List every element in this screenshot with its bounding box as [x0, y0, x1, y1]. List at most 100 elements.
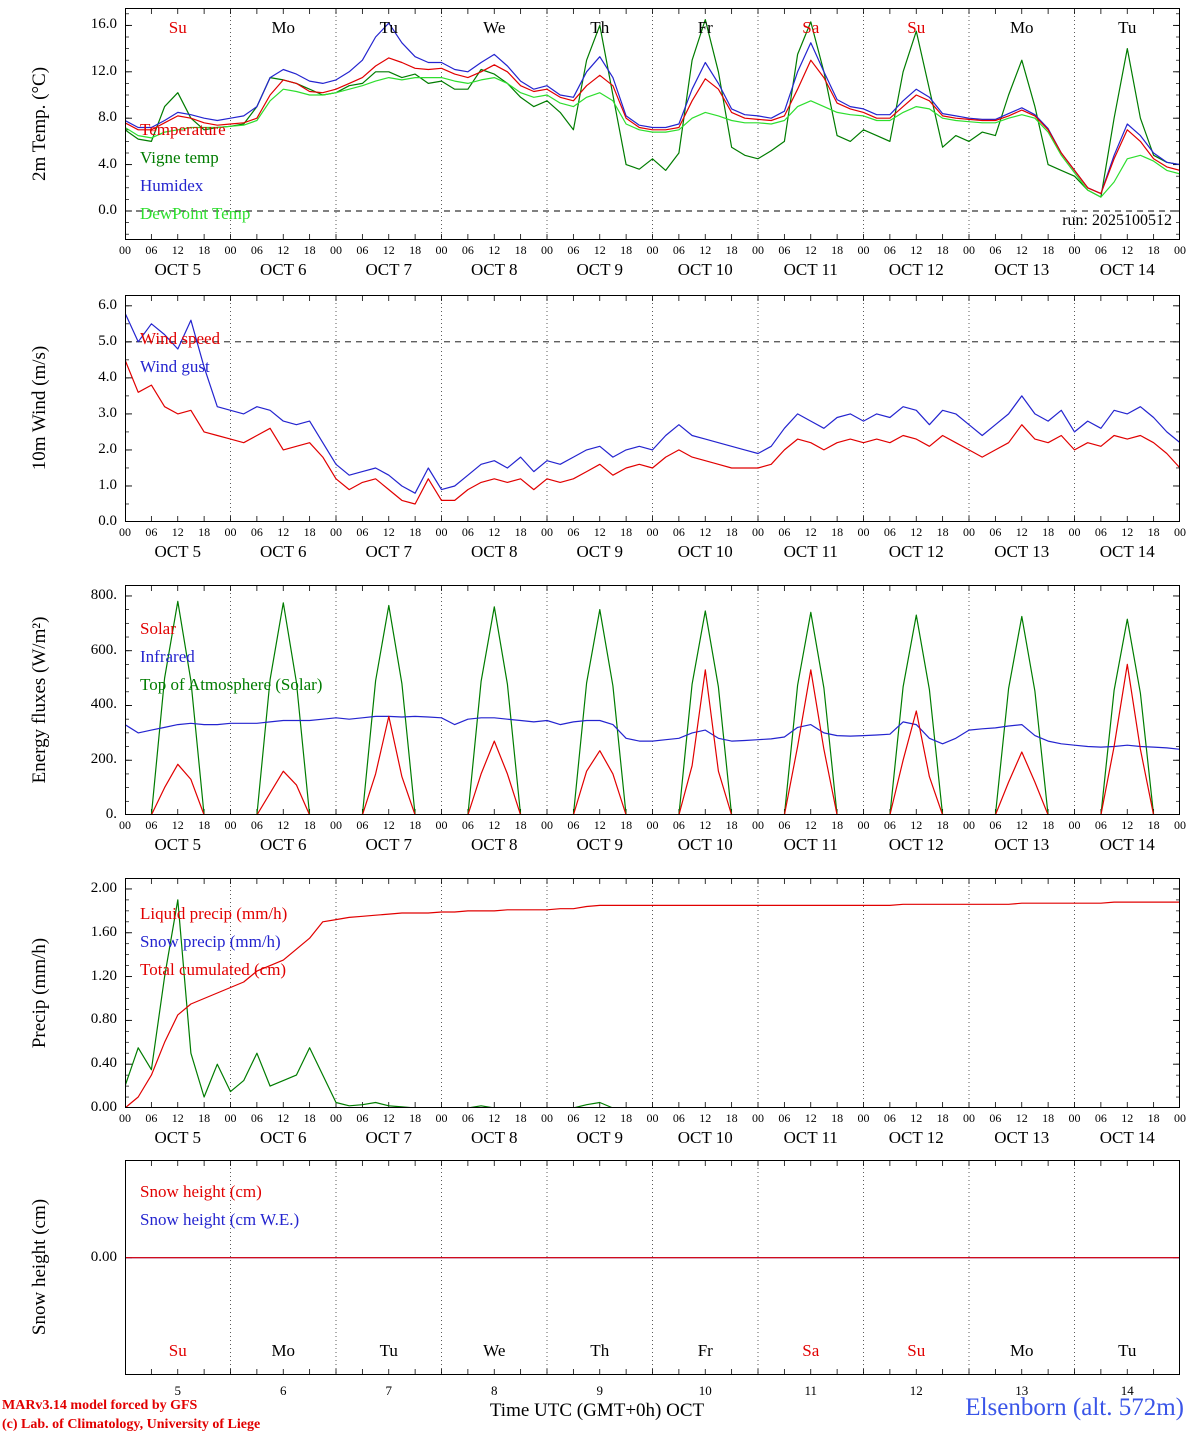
x-tick-label: 18 — [620, 1111, 633, 1125]
x-tick-label: 12 — [1121, 525, 1134, 539]
x-tick-label: 18 — [831, 243, 844, 257]
x-tick-label: 12 — [1015, 243, 1028, 257]
x-day-label: OCT 14 — [1099, 260, 1155, 279]
x-day-label: OCT 6 — [260, 260, 307, 279]
legend-item-dewpoint-temp: DewPoint Temp — [140, 204, 251, 223]
legend-item-solar: Solar — [140, 619, 176, 638]
run-label: run: 2025100512 — [1062, 212, 1172, 229]
x-tick-label: 00 — [541, 1111, 553, 1125]
day-number-label: 14 — [1120, 1383, 1134, 1398]
x-tick-label: 12 — [910, 243, 923, 257]
legend-item-vigne-temp: Vigne temp — [140, 148, 219, 167]
x-day-label: OCT 11 — [783, 542, 838, 561]
x-tick-label: 12 — [1015, 818, 1028, 832]
x-tick-label: 12 — [382, 818, 395, 832]
x-tick-label: 12 — [1015, 1111, 1028, 1125]
x-tick-label: 00 — [541, 818, 553, 832]
x-tick-label: 06 — [1094, 1111, 1107, 1125]
x-tick-label: 00 — [1068, 818, 1081, 832]
legend-item-snow-height-cm-w-e-: Snow height (cm W.E.) — [140, 1210, 300, 1229]
x-tick-label: 12 — [804, 525, 817, 539]
model-credit-line1: MARv3.14 model forced by GFS — [2, 1398, 198, 1413]
x-tick-label: 00 — [435, 525, 448, 539]
x-tick-label: 06 — [461, 818, 474, 832]
x-tick-label: 18 — [725, 525, 738, 539]
x-tick-label: 06 — [672, 243, 685, 257]
x-tick-label: 00 — [752, 1111, 764, 1125]
x-tick-label: 06 — [356, 243, 369, 257]
x-axis-title: Time UTC (GMT+0h) OCT — [489, 1400, 705, 1421]
x-tick-label: 06 — [145, 243, 158, 257]
x-tick-label: 12 — [277, 243, 290, 257]
x-day-label: OCT 14 — [1099, 542, 1155, 561]
x-tick-label: 06 — [1094, 525, 1107, 539]
legend-wind: Wind speed Wind gust — [140, 325, 220, 381]
x-tick-label: 06 — [250, 525, 263, 539]
legend-snow-height: Snow height (cm) Snow height (cm W.E.) — [140, 1178, 299, 1234]
x-tick-label: 12 — [277, 818, 290, 832]
x-day-label: OCT 8 — [471, 260, 518, 279]
weekday-label-bottom: Tu — [379, 1341, 398, 1360]
y-tick-label: 12.0 — [90, 62, 117, 79]
x-tick-label: 18 — [409, 1111, 422, 1125]
legend-item-infrared: Infrared — [140, 647, 195, 666]
series-total-cumulated-cm- — [125, 901, 1180, 1108]
day-number-label: 13 — [1015, 1383, 1029, 1398]
x-tick-label: 00 — [1174, 1111, 1186, 1125]
x-tick-label: 06 — [778, 1111, 791, 1125]
x-tick-label: 18 — [620, 243, 633, 257]
y-tick-label: 400. — [90, 696, 117, 713]
legend-item-wind-gust: Wind gust — [140, 357, 210, 376]
y-axis-label-precip: Precip (mm/h) — [29, 937, 50, 1049]
model-credit-line2: (c) Lab. of Climatology, University of L… — [2, 1417, 261, 1432]
x-tick-label: 18 — [198, 525, 211, 539]
x-day-label: OCT 10 — [677, 260, 733, 279]
x-tick-label: 12 — [1121, 243, 1134, 257]
y-axis-label-snow-height: Snow height (cm) — [29, 1198, 50, 1336]
weekday-label-top: We — [483, 18, 506, 37]
x-tick-label: 06 — [567, 1111, 580, 1125]
x-tick-label: 06 — [461, 525, 474, 539]
y-tick-label: 16.0 — [90, 16, 117, 33]
x-tick-label: 06 — [356, 525, 369, 539]
x-tick-label: 06 — [250, 1111, 263, 1125]
y-tick-label: 2.0 — [98, 440, 117, 457]
legend-precip: Liquid precip (mm/h) Snow precip (mm/h) To… — [140, 900, 287, 984]
day-number-label: 9 — [596, 1383, 604, 1398]
x-tick-label: 06 — [145, 525, 158, 539]
x-tick-label: 00 — [435, 1111, 448, 1125]
x-day-label: OCT 6 — [260, 542, 307, 561]
x-tick-label: 06 — [461, 243, 474, 257]
series-dewpoint-temp — [125, 76, 1180, 198]
x-tick-label: 18 — [409, 243, 422, 257]
x-tick-label: 00 — [541, 525, 553, 539]
y-axis-label-wind: 10m Wind (m/s) — [29, 345, 50, 471]
y-tick-label: 0.40 — [90, 1055, 117, 1072]
x-tick-label: 06 — [1094, 243, 1107, 257]
x-tick-label: 18 — [725, 1111, 738, 1125]
x-tick-label: 06 — [356, 1111, 369, 1125]
series-liquid-precip-mm-h- — [125, 899, 1180, 1108]
y-tick-label: 600. — [90, 641, 117, 658]
x-tick-label: 18 — [303, 818, 316, 832]
x-tick-label: 06 — [672, 525, 685, 539]
weekday-label-bottom: Sa — [802, 1341, 820, 1360]
x-tick-label: 18 — [936, 525, 949, 539]
x-day-label: OCT 5 — [154, 260, 201, 279]
x-tick-label: 00 — [1174, 243, 1186, 257]
x-tick-label: 00 — [1068, 1111, 1081, 1125]
x-tick-label: 12 — [488, 1111, 501, 1125]
y-tick-label: 0.80 — [90, 1011, 117, 1028]
x-tick-label: 18 — [409, 818, 422, 832]
weekday-label-bottom: Su — [907, 1341, 926, 1360]
x-tick-label: 18 — [303, 243, 316, 257]
x-day-label: OCT 12 — [888, 542, 944, 561]
weekday-label-top: Th — [590, 18, 610, 37]
x-tick-label: 06 — [778, 525, 791, 539]
day-number-label: 5 — [174, 1383, 182, 1398]
x-tick-label: 06 — [145, 818, 158, 832]
x-tick-label: 00 — [119, 525, 131, 539]
y-tick-label: 2.00 — [90, 879, 117, 896]
x-tick-label: 18 — [831, 1111, 844, 1125]
